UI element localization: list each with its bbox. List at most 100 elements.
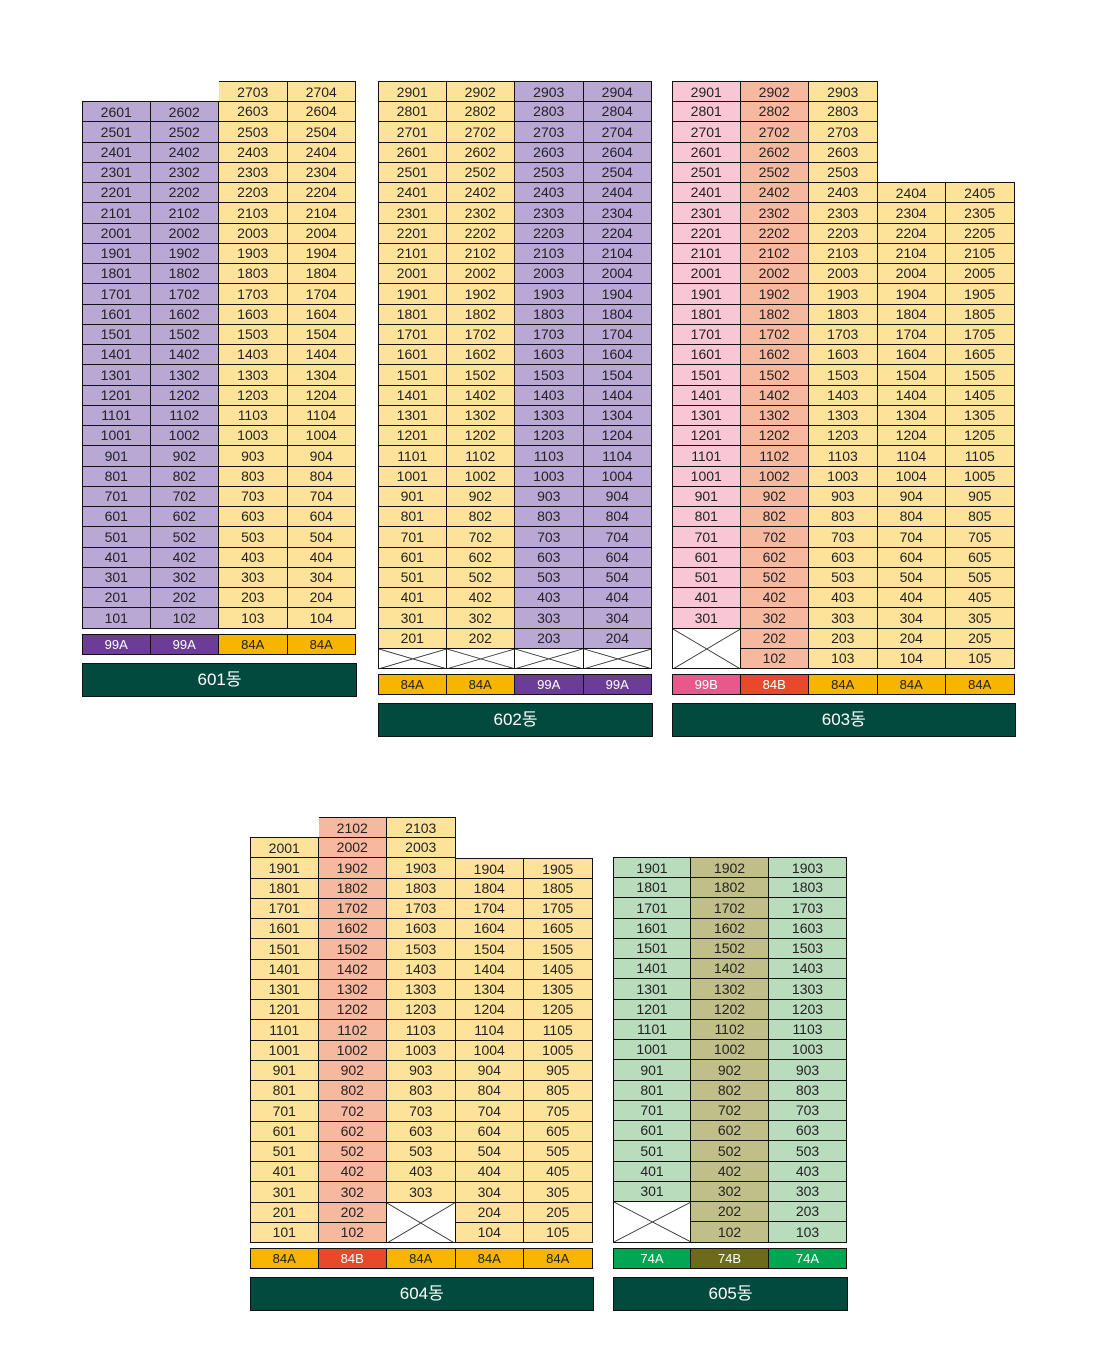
unit-cell: 1305 <box>946 405 1015 426</box>
unit-cell: 1102 <box>150 405 219 426</box>
unit-cell: 604 <box>287 506 356 528</box>
unit-cell: 2203 <box>515 222 584 244</box>
unit-cell: 103 <box>769 1221 847 1243</box>
unit-type-tag: 84A <box>946 674 1015 696</box>
unit-cell: 1501 <box>378 364 447 386</box>
unit-cell: 102 <box>150 607 219 629</box>
unit-cell: 901 <box>613 1059 691 1081</box>
unit-cell: 503 <box>219 526 288 548</box>
unit-cell: 2902 <box>446 81 515 102</box>
unit-cell: 402 <box>318 1161 387 1183</box>
unit-cell: 404 <box>877 587 946 609</box>
unit-cell: 1304 <box>455 979 524 1000</box>
unit-cell: 1802 <box>446 303 515 325</box>
unit-cell: 1203 <box>387 999 456 1021</box>
unit-cell: 203 <box>809 627 878 649</box>
unit-cell: 1302 <box>740 405 809 426</box>
unit-cell: 2602 <box>446 141 515 163</box>
unit-cell: 802 <box>446 506 515 528</box>
unit-cell: 2003 <box>219 222 288 244</box>
unit-cell: 405 <box>946 587 1015 609</box>
unit-type-tag: 99B <box>672 674 741 696</box>
unit-cell: 701 <box>378 526 447 548</box>
unit-cell: 1402 <box>446 384 515 406</box>
unit-cell: 2102 <box>446 243 515 264</box>
unit-cell: 2301 <box>672 202 741 224</box>
unit-cell: 1003 <box>219 425 288 447</box>
unit-cell: 1002 <box>740 465 809 487</box>
unit-cell: 1602 <box>446 344 515 366</box>
unit-cell: 401 <box>672 587 741 609</box>
unit-cell: 1003 <box>769 1039 847 1061</box>
unit-cell: 1805 <box>946 303 1015 325</box>
empty-unit-cell <box>387 1201 456 1243</box>
unit-cell: 403 <box>387 1161 456 1183</box>
empty-unit-cell <box>672 627 741 669</box>
unit-cell: 304 <box>583 607 652 629</box>
unit-cell: 1403 <box>387 958 456 980</box>
unit-type-tag: 84A <box>446 674 515 696</box>
unit-cell: 1403 <box>769 958 847 980</box>
unit-cell: 1304 <box>583 405 652 426</box>
building-label: 604동 <box>250 1277 594 1312</box>
unit-cell: 2103 <box>387 817 456 838</box>
unit-cell: 1605 <box>524 918 593 940</box>
unit-cell: 202 <box>150 587 219 609</box>
unit-cell: 1702 <box>691 897 769 919</box>
unit-cell: 1204 <box>583 425 652 447</box>
unit-cell: 1603 <box>769 917 847 939</box>
unit-cell: 801 <box>378 506 447 528</box>
unit-cell: 1904 <box>583 283 652 305</box>
unit-cell: 504 <box>455 1141 524 1162</box>
unit-cell: 901 <box>250 1060 319 1081</box>
unit-cell: 705 <box>524 1100 593 1122</box>
unit-cell: 903 <box>387 1060 456 1081</box>
unit-cell: 1303 <box>809 405 878 426</box>
unit-cell: 1904 <box>455 857 524 879</box>
unit-cell: 502 <box>740 567 809 588</box>
unit-cell: 1602 <box>740 344 809 366</box>
unit-cell: 204 <box>583 627 652 649</box>
unit-cell: 804 <box>455 1080 524 1102</box>
unit-cell: 303 <box>515 607 584 629</box>
unit-cell: 804 <box>287 465 356 487</box>
unit-cell: 304 <box>287 567 356 588</box>
unit-cell: 701 <box>613 1100 691 1121</box>
unit-cell: 2003 <box>515 263 584 285</box>
unit-cell: 501 <box>613 1140 691 1162</box>
unit-cell: 2502 <box>150 121 219 143</box>
unit-cell: 1602 <box>691 917 769 939</box>
unit-cell: 2402 <box>740 182 809 204</box>
empty-unit-cell <box>583 648 652 669</box>
unit-cell: 1404 <box>877 384 946 406</box>
unit-cell: 702 <box>691 1100 769 1121</box>
unit-cell: 1801 <box>672 303 741 325</box>
unit-cell: 102 <box>740 648 809 669</box>
unit-cell: 2104 <box>877 243 946 264</box>
unit-cell: 1503 <box>515 364 584 386</box>
unit-cell: 1501 <box>82 324 151 345</box>
unit-cell: 1204 <box>877 425 946 447</box>
unit-cell: 403 <box>769 1160 847 1182</box>
unit-cell: 601 <box>613 1120 691 1142</box>
unit-cell: 105 <box>524 1222 593 1243</box>
unit-cell: 405 <box>524 1161 593 1183</box>
unit-cell: 2205 <box>946 222 1015 244</box>
unit-cell: 1401 <box>82 344 151 366</box>
unit-cell: 1603 <box>219 303 288 325</box>
unit-cell: 1302 <box>691 978 769 1000</box>
unit-cell: 501 <box>82 526 151 548</box>
unit-cell: 1104 <box>877 445 946 467</box>
unit-cell: 1705 <box>946 324 1015 345</box>
unit-cell: 1801 <box>613 877 691 899</box>
unit-cell: 501 <box>250 1141 319 1162</box>
unit-cell: 1501 <box>250 938 319 960</box>
unit-cell: 2704 <box>583 121 652 143</box>
unit-cell: 2403 <box>809 182 878 204</box>
unit-cell: 1102 <box>691 1019 769 1040</box>
unit-cell: 701 <box>672 526 741 548</box>
unit-cell: 1003 <box>809 465 878 487</box>
unit-cell: 1503 <box>809 364 878 386</box>
unit-cell: 1502 <box>740 364 809 386</box>
unit-cell: 1703 <box>769 897 847 919</box>
